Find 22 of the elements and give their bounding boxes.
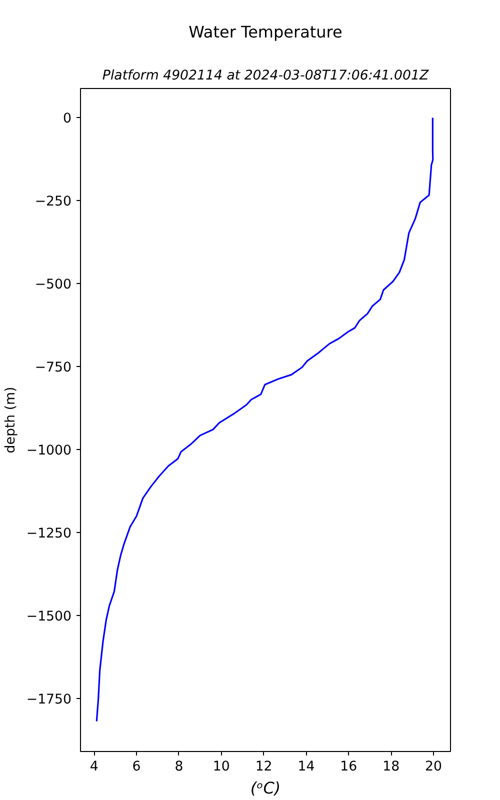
y-axis-title: depth (m) [3,386,18,454]
y-tick-label: −500 [34,278,72,293]
chart-title: Water Temperature [188,22,342,42]
y-tick-label: −250 [34,194,72,210]
x-tick-label: 14 [298,760,315,774]
y-tick-label: −1000 [26,444,72,459]
x-tick-label: 6 [132,760,141,774]
line-series [96,116,434,722]
x-tick-label: 10 [212,760,230,774]
y-tick-label: −750 [34,360,72,376]
chart-subtitle: Platform 4902114 at 2024-03-08T17:06:41.001Z [102,68,430,84]
y-tick-label: 0 [63,112,72,127]
x-axis-title: (ᵒC) [250,778,281,798]
y-tick-label: −1250 [26,526,72,542]
x-tick-label: 12 [255,760,272,774]
y-tick-label: −1750 [26,692,72,708]
y-tick-label: −1500 [26,610,72,625]
x-tick-label: 16 [340,760,358,774]
x-tick-label: 8 [174,760,184,774]
x-tick-label: 20 [425,760,442,774]
x-tick-label: 18 [382,760,400,774]
x-tick-label: 4 [90,760,98,774]
